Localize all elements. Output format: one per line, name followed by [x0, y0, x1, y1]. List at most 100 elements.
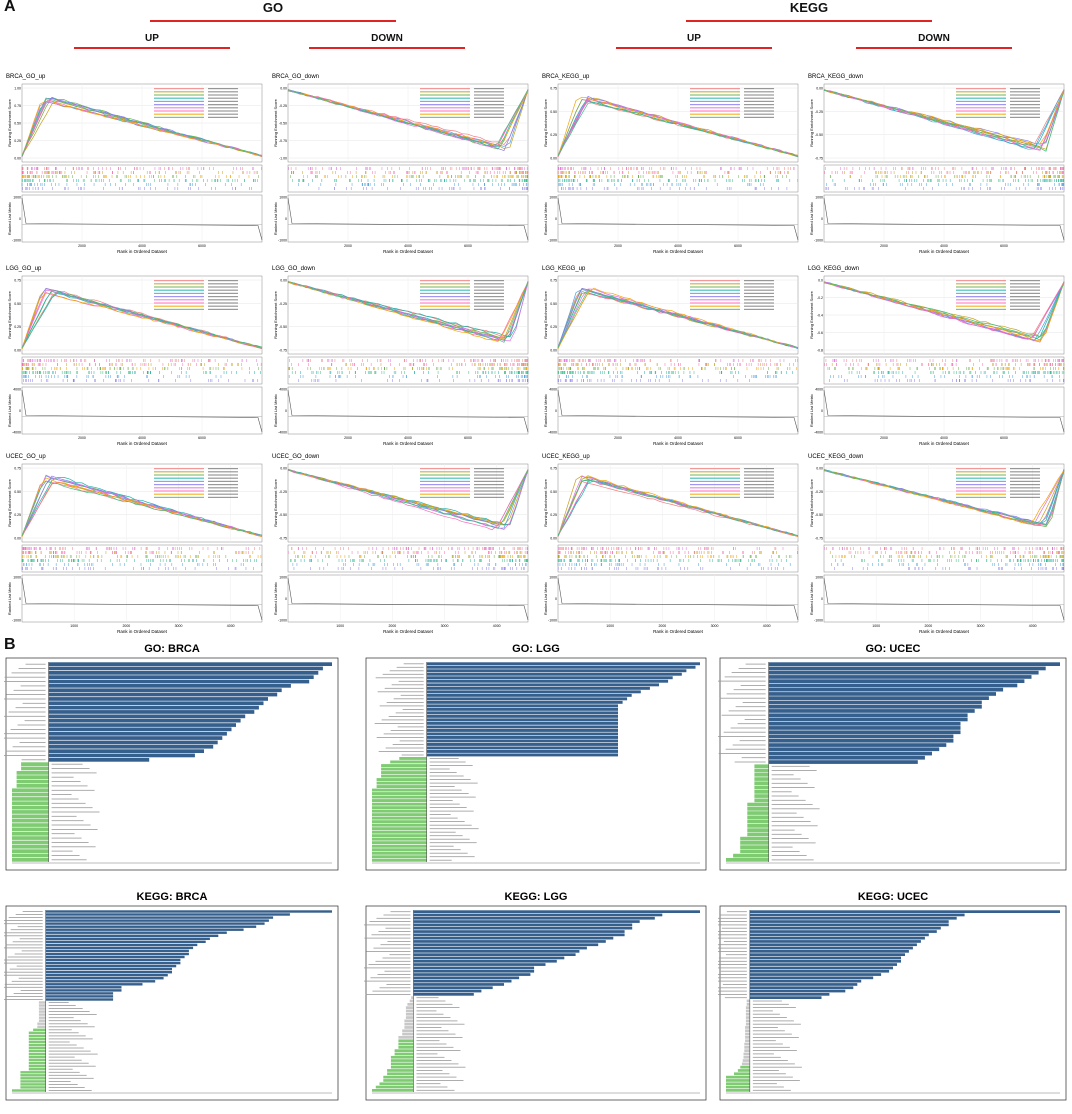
- legend-entry: [690, 484, 740, 486]
- legend-entry: [420, 292, 470, 294]
- metric-tick-label: 0: [821, 409, 823, 413]
- legend-entry: [154, 100, 204, 102]
- gsea-title: LGG_KEGG_up: [542, 266, 586, 272]
- metric-axis-label: Ranked List Metric: [273, 202, 278, 235]
- legend-entry: [154, 104, 204, 106]
- go-up-header: UP: [145, 33, 159, 44]
- legend-entry: [956, 94, 1006, 96]
- metric-tick-label: 0: [555, 597, 557, 601]
- x-axis-label: Rank in Ordered Dataset: [383, 249, 434, 254]
- legend-entry: [690, 107, 740, 109]
- legend-entry: [956, 296, 1006, 298]
- legend-entry: [690, 116, 740, 118]
- legend-entry: [154, 496, 204, 498]
- hits-panel: [21, 356, 263, 385]
- legend-entry: [154, 471, 204, 473]
- legend-entry: [420, 493, 470, 495]
- legend-value: [208, 97, 238, 99]
- es-series-line: [557, 102, 799, 157]
- legend-value: [1010, 283, 1040, 285]
- legend-entry: [690, 94, 740, 96]
- legend-entry: [420, 490, 470, 492]
- metric-tick-label: 4000: [815, 388, 823, 392]
- metric-tick-label: -1000: [278, 619, 287, 623]
- y-tick-label: -0.50: [279, 122, 287, 126]
- y-tick-label: -0.25: [815, 110, 823, 114]
- legend-value: [208, 104, 238, 106]
- metric-tick-label: -1000: [12, 239, 21, 243]
- legend-value: [474, 94, 504, 96]
- metric-tick-label: 4000: [13, 388, 21, 392]
- gsea-title: BRCA_GO_down: [272, 74, 319, 80]
- legend-entry: [956, 280, 1006, 282]
- es-axis-label: Running Enrichment Score: [273, 290, 278, 339]
- legend-value: [208, 302, 238, 304]
- es-axis-label: Running Enrichment Score: [809, 290, 814, 339]
- metric-tick-label: 1000: [815, 196, 823, 200]
- legend-entry: [956, 97, 1006, 99]
- legend-entry: [420, 302, 470, 304]
- y-tick-label: 0.00: [280, 467, 287, 471]
- x-tick-label: 6000: [734, 244, 742, 248]
- go-header: GO: [262, 0, 284, 15]
- legend-entry: [690, 480, 740, 482]
- metric-curve: [557, 197, 799, 241]
- legend-value: [744, 107, 774, 109]
- es-series-line: [287, 89, 529, 147]
- x-tick-label: 6000: [464, 244, 472, 248]
- metric-axis-label: Ranked List Metric: [543, 582, 548, 615]
- x-tick-label: 2000: [344, 436, 352, 440]
- metric-curve: [287, 577, 529, 621]
- legend-value: [208, 296, 238, 298]
- legend-entry: [154, 305, 204, 307]
- y-tick-label: 0.50: [550, 490, 557, 494]
- legend-value: [744, 110, 774, 112]
- y-tick-label: -1.00: [279, 157, 287, 161]
- legend-value: [744, 468, 774, 470]
- legend-entry: [690, 308, 740, 310]
- legend-value: [744, 104, 774, 106]
- legend-value: [208, 292, 238, 294]
- legend-value: [208, 490, 238, 492]
- y-tick-label: 0.25: [14, 325, 21, 329]
- x-axis-label: Rank in Ordered Dataset: [919, 441, 970, 446]
- legend-value: [208, 487, 238, 489]
- es-series-line: [21, 97, 263, 157]
- legend-value: [474, 468, 504, 470]
- y-tick-label: -0.2: [817, 296, 823, 300]
- legend-value: [1010, 286, 1040, 288]
- metric-tick-label: 0: [555, 217, 557, 221]
- legend-entry: [420, 484, 470, 486]
- legend-value: [474, 286, 504, 288]
- legend-value: [744, 283, 774, 285]
- legend-entry: [154, 283, 204, 285]
- es-axis-label: Running Enrichment Score: [543, 478, 548, 527]
- gsea-chart: BRCA_KEGG_down 0.00 -0.25 -0.50 -0.75 2000 400…: [808, 74, 1065, 254]
- legend-value: [744, 296, 774, 298]
- legend-value: [744, 480, 774, 482]
- es-axis-label: Running Enrichment Score: [7, 290, 12, 339]
- gsea-chart: LGG_KEGG_down 0.0 -0.2 -0.4 -0.6 -0.8 2000 4000…: [808, 266, 1065, 446]
- legend-entry: [690, 302, 740, 304]
- legend-value: [744, 471, 774, 473]
- metric-tick-label: 1000: [549, 196, 557, 200]
- legend-entry: [420, 468, 470, 470]
- legend-entry: [154, 484, 204, 486]
- legend-value: [208, 283, 238, 285]
- y-tick-label: 0.75: [14, 104, 21, 108]
- legend-value: [744, 94, 774, 96]
- x-axis-label: Rank in Ordered Dataset: [117, 249, 168, 254]
- y-tick-label: 0.25: [14, 513, 21, 517]
- legend-entry: [690, 104, 740, 106]
- x-tick-label: 6000: [1000, 244, 1008, 248]
- legend-value: [474, 299, 504, 301]
- x-tick-label: 2000: [658, 624, 666, 628]
- gsea-title: BRCA_GO_up: [6, 74, 46, 80]
- legend-entry: [956, 289, 1006, 291]
- legend-value: [208, 471, 238, 473]
- metric-tick-label: -1000: [548, 239, 557, 243]
- legend-value: [1010, 91, 1040, 93]
- legend-value: [1010, 296, 1040, 298]
- legend-entry: [690, 91, 740, 93]
- es-axis-label: Running Enrichment Score: [809, 98, 814, 147]
